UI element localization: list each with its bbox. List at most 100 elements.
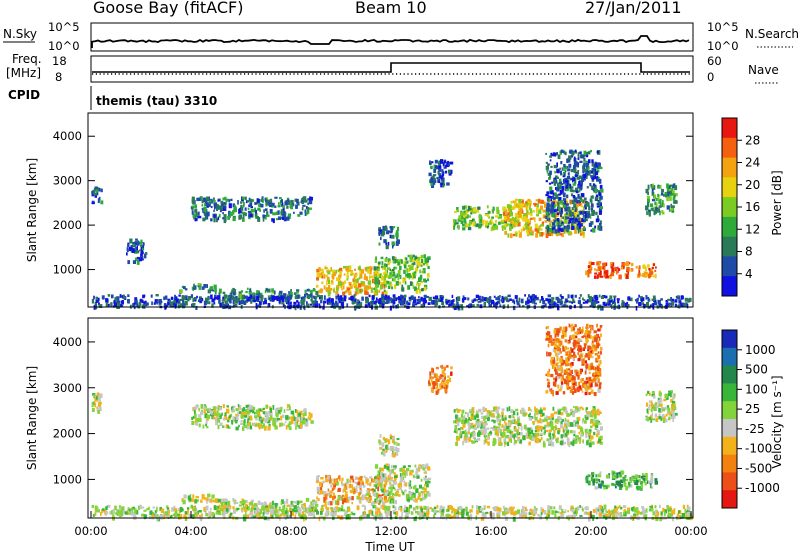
data-cell xyxy=(383,263,386,267)
data-cell xyxy=(457,417,461,423)
data-cell xyxy=(550,196,552,199)
data-cell xyxy=(511,434,515,438)
data-cell xyxy=(577,425,581,430)
data-cell xyxy=(287,404,291,408)
data-cell xyxy=(202,424,205,429)
data-cell xyxy=(677,295,680,298)
data-cell xyxy=(237,404,240,408)
data-cell xyxy=(545,229,549,233)
data-cell xyxy=(263,502,268,507)
data-cell xyxy=(592,356,594,359)
data-cell xyxy=(594,174,597,179)
data-cell xyxy=(315,290,319,296)
data-cell xyxy=(392,492,395,497)
data-cell xyxy=(555,214,558,218)
data-cell xyxy=(549,155,553,158)
data-cell xyxy=(353,283,357,289)
data-cell xyxy=(498,295,501,298)
data-cell xyxy=(302,296,305,299)
data-cell xyxy=(259,208,261,212)
data-cell xyxy=(190,294,193,298)
data-cell xyxy=(594,272,598,275)
data-cell xyxy=(592,336,594,341)
data-cell xyxy=(459,433,461,436)
data-cell xyxy=(307,198,311,201)
data-cell xyxy=(405,257,408,261)
data-region xyxy=(91,186,104,205)
data-cell xyxy=(404,474,407,478)
data-cell xyxy=(574,197,578,202)
data-cell xyxy=(275,506,278,511)
data-cell xyxy=(392,243,394,249)
data-cell xyxy=(554,382,557,387)
data-cell xyxy=(530,212,533,217)
data-cell xyxy=(568,351,572,356)
data-cell xyxy=(661,188,664,192)
data-cell xyxy=(409,254,412,259)
data-cell xyxy=(92,401,95,406)
data-cell xyxy=(553,192,557,196)
data-cell xyxy=(384,477,386,483)
data-cell xyxy=(376,479,379,484)
data-cell xyxy=(170,296,174,300)
data-cell xyxy=(424,257,429,261)
data-cell xyxy=(377,280,380,285)
data-cell xyxy=(553,211,555,215)
data-cell xyxy=(513,222,516,228)
data-cell xyxy=(445,170,448,174)
data-cell xyxy=(484,438,488,444)
data-cell xyxy=(268,202,271,207)
data-cell xyxy=(325,474,328,479)
data-cell xyxy=(598,178,602,184)
data-cell xyxy=(552,192,555,196)
data-cell xyxy=(578,217,581,222)
data-cell xyxy=(477,295,481,300)
data-region xyxy=(315,474,388,507)
data-cell xyxy=(276,218,279,221)
data-cell xyxy=(645,295,648,300)
data-cell xyxy=(557,410,561,415)
data-cell xyxy=(662,203,665,208)
data-cell xyxy=(591,441,595,445)
data-cell xyxy=(444,389,448,393)
data-cell xyxy=(330,266,332,272)
data-cell xyxy=(267,288,271,293)
data-cell xyxy=(572,222,575,225)
data-cell xyxy=(550,207,553,211)
data-cell xyxy=(547,231,551,237)
data-cell xyxy=(582,297,584,301)
data-cell xyxy=(392,294,395,298)
data-cell xyxy=(340,302,344,306)
data-cell xyxy=(584,414,587,419)
data-cell xyxy=(510,438,512,443)
data-cell xyxy=(651,188,654,193)
data-cell xyxy=(205,419,208,425)
data-cell xyxy=(527,427,531,431)
data-cell xyxy=(410,275,413,278)
data-cell xyxy=(527,219,530,222)
data-cell xyxy=(569,217,572,222)
data-cell xyxy=(325,287,330,292)
data-cell xyxy=(316,475,319,481)
data-cell xyxy=(284,201,288,206)
data-cell xyxy=(389,482,392,486)
data-cell xyxy=(577,416,581,421)
data-cell xyxy=(577,229,580,234)
data-cell xyxy=(320,477,324,480)
data-cell xyxy=(263,423,265,428)
data-cell xyxy=(490,410,494,413)
data-cell xyxy=(381,487,385,491)
data-cell xyxy=(539,228,543,231)
data-cell xyxy=(351,496,354,501)
data-cell xyxy=(227,295,230,298)
data-cell xyxy=(236,297,241,303)
data-cell xyxy=(487,437,490,440)
data-cell xyxy=(569,210,572,214)
data-cell xyxy=(553,204,556,209)
data-cell xyxy=(517,416,521,421)
data-cell xyxy=(537,198,541,204)
data-cell xyxy=(223,202,227,206)
data-cell xyxy=(247,404,251,409)
data-region xyxy=(545,323,603,397)
data-region xyxy=(428,159,454,188)
